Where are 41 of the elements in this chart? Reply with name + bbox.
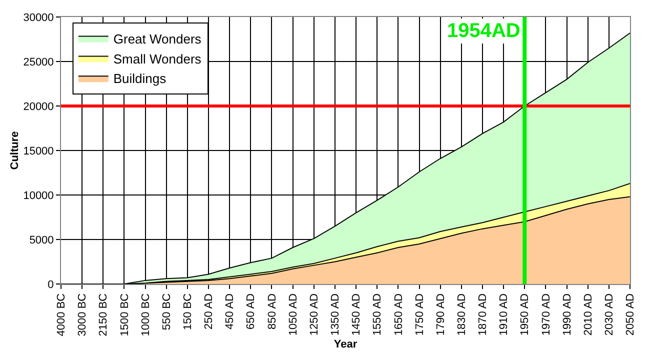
x-tick-label: 1750 AD [414,293,426,336]
x-tick-label: 1000 BC [140,293,152,336]
x-axis-title: Year [334,338,358,350]
y-tick-label: 20000 [23,100,54,113]
x-tick-label: 850 AD [266,293,278,330]
x-tick-label: 1870 AD [477,293,490,336]
x-tick-label: 450 AD [224,293,236,330]
x-tick-label: 1050 AD [287,293,300,336]
legend-label: Great Wonders [113,31,202,46]
x-tick-label: 550 BC [160,293,173,330]
x-tick-label: 250 AD [203,293,216,330]
y-tick-label: 0 [48,278,54,291]
x-tick-label: 1950 AD [519,293,532,336]
x-tick-label: 2050 AD [624,293,637,336]
x-tick-label: 1910 AD [498,293,510,336]
x-tick-label: 4000 BC [56,293,68,336]
x-tick-label: 2010 AD [582,293,594,336]
y-tick-label: 25000 [23,56,54,68]
x-tick-label: 3000 BC [76,293,89,336]
x-tick-label: 1250 AD [308,293,320,336]
x-tick-label: 1830 AD [456,293,468,336]
ref-line-label: 1954AD [447,20,520,42]
x-tick-label: 1500 BC [118,293,131,336]
y-tick-label: 10000 [23,190,54,202]
legend-label: Buildings [113,71,167,86]
x-tick-label: 1450 AD [350,293,363,336]
x-tick-label: 2150 BC [98,293,110,336]
y-axis-title: Culture [9,131,22,170]
x-tick-label: 1650 AD [392,293,405,336]
x-tick-label: 650 AD [245,293,258,330]
x-tick-label: 1790 AD [434,293,447,336]
x-tick-label: 2030 AD [604,293,616,336]
y-tick-label: 15000 [23,145,54,158]
y-tick-label: 5000 [29,234,54,246]
x-tick-label: 150 BC [182,293,194,330]
legend-label: Small Wonders [113,51,202,66]
x-tick-label: 1350 AD [330,293,342,336]
y-tick-label: 30000 [23,12,54,24]
x-tick-label: 1550 AD [372,293,384,336]
x-tick-label: 1990 AD [561,293,574,336]
x-tick-label: 1970 AD [540,293,552,336]
